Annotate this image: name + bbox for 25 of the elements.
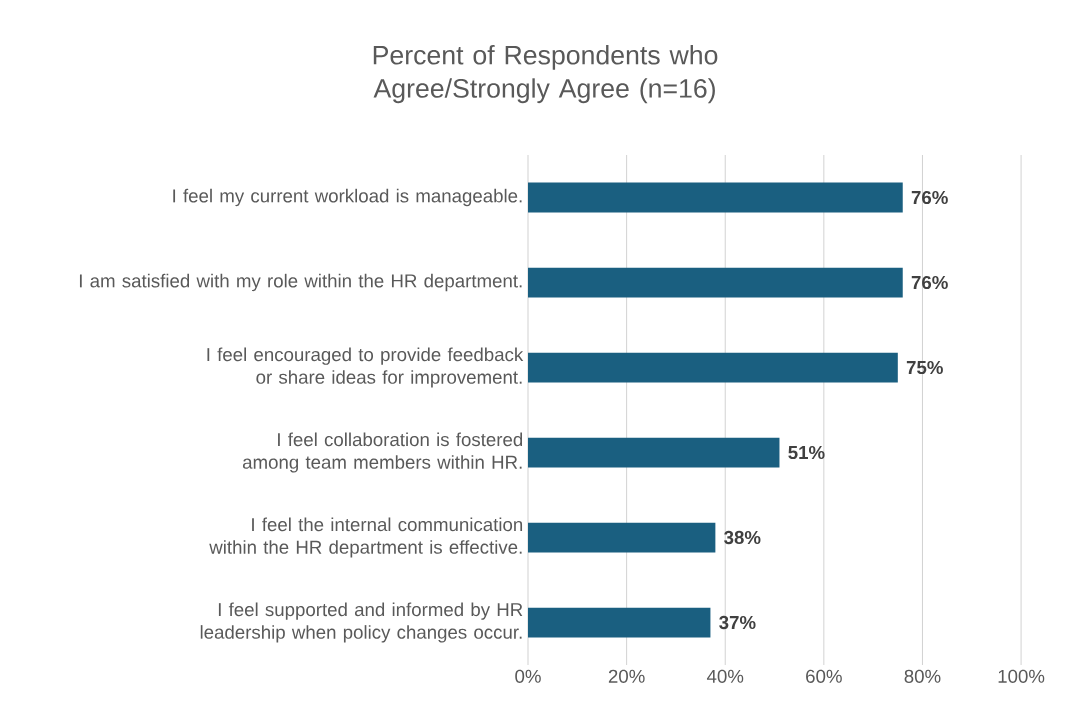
data-label: 37% — [719, 615, 756, 630]
data-label: 38% — [724, 530, 761, 545]
y-tick-label: I feel encouraged to provide feedback or share ideas for improvement. — [207, 347, 524, 388]
data-label: 76% — [911, 275, 948, 290]
x-tick-label: 80% — [904, 669, 941, 683]
bar — [528, 182, 903, 213]
x-tick-label: 100% — [998, 669, 1045, 683]
y-tick-label: I feel collaboration is fostered among team members within HR. — [242, 432, 523, 473]
y-tick-label: I feel supported and informed by HR leadership when policy changes occur. — [200, 602, 523, 643]
data-label: 51% — [788, 445, 825, 460]
data-label: 76% — [911, 190, 948, 205]
chart-title: Percent of Respondents who Agree/Strongly Agree (n=16) — [373, 44, 718, 104]
bar — [528, 437, 780, 468]
y-tick-label: I feel my current workload is manageable. — [173, 188, 522, 207]
bar — [528, 352, 898, 383]
y-tick-label: I am satisfied with my role within the HR department. — [79, 273, 522, 292]
x-tick-label: 0% — [515, 669, 541, 683]
y-tick-label: I feel the internal communication within the HR department is effective. — [209, 517, 523, 558]
bar — [528, 522, 716, 553]
x-tick-label: 40% — [706, 669, 744, 683]
x-tick-label: 20% — [608, 669, 645, 683]
data-label: 75% — [906, 360, 943, 375]
bar — [528, 267, 903, 298]
x-tick-label: 60% — [806, 669, 842, 683]
bar — [528, 607, 711, 638]
